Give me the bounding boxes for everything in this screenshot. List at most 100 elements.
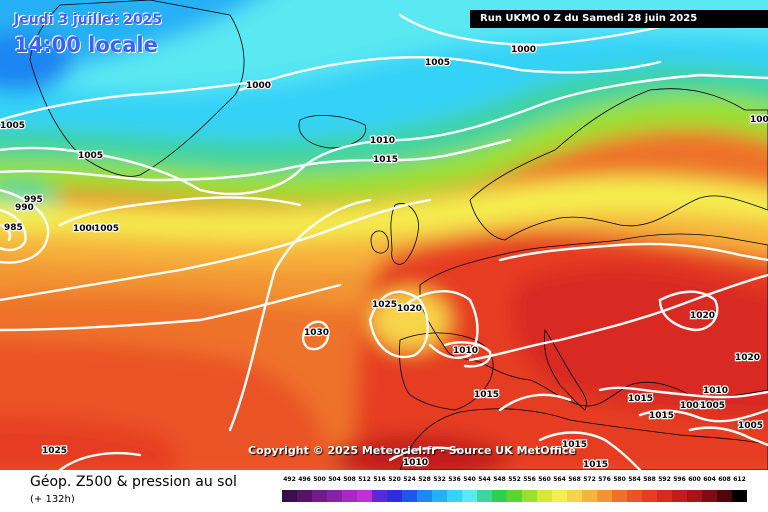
isobar-label: 1005	[0, 121, 25, 131]
isobar-label: 1020	[397, 304, 422, 314]
legend-swatch	[327, 490, 342, 502]
legend-tick-label: 540	[463, 476, 476, 483]
legend-swatch	[717, 490, 732, 502]
isobar-label: 1030	[304, 328, 329, 338]
legend-swatch	[492, 490, 507, 502]
isobar-label: 1015	[628, 394, 653, 404]
coastlines	[29, 0, 768, 470]
legend-tick-label: 548	[493, 476, 506, 483]
legend-tick-label: 504	[328, 476, 341, 483]
legend-tick-label: 496	[298, 476, 311, 483]
legend-swatch	[597, 490, 612, 502]
legend-swatch	[402, 490, 417, 502]
legend-tick-label: 552	[508, 476, 521, 483]
isobar-label: 1015	[583, 460, 608, 470]
legend-tick-label: 500	[313, 476, 326, 483]
isobar-label: 995	[24, 195, 43, 205]
legend-swatch	[372, 490, 387, 502]
legend-tick-label: 608	[718, 476, 731, 483]
legend-tick-label: 612	[733, 476, 746, 483]
isobar-label: 1005	[425, 58, 450, 68]
map-canvas: 1000 1005 1000 1005 1005 1010 1015 995 9…	[0, 0, 768, 470]
legend-tick-label: 512	[358, 476, 371, 483]
local-time: 14:00 locale	[14, 33, 158, 57]
legend-swatch	[282, 490, 297, 502]
legend-swatch	[657, 490, 672, 502]
isobar-label: 1010	[453, 346, 478, 356]
isobar-label: 1000	[246, 81, 271, 91]
isobar-label-layer: 1000 1005 1000 1005 1005 1010 1015 995 9…	[0, 44, 768, 470]
legend-tick-label: 592	[658, 476, 671, 483]
legend-tick-label: 576	[598, 476, 611, 483]
legend-tick-label: 556	[523, 476, 536, 483]
legend-swatch	[582, 490, 597, 502]
legend-tick-label: 560	[538, 476, 551, 483]
legend-tick-label: 588	[643, 476, 656, 483]
legend-swatch	[477, 490, 492, 502]
legend-swatch	[342, 490, 357, 502]
isobar-label: 1005	[94, 224, 119, 234]
isobar-label: 1015	[373, 155, 398, 165]
legend-tick-label: 532	[433, 476, 446, 483]
legend-tick-label: 536	[448, 476, 461, 483]
isobar-label: 1020	[690, 311, 715, 321]
legend-swatch	[312, 490, 327, 502]
isobar-label: 1000	[511, 45, 536, 55]
legend-swatch	[447, 490, 462, 502]
legend-swatch	[417, 490, 432, 502]
copyright-notice: Copyright © 2025 Meteociel.fr - Source U…	[248, 444, 576, 457]
isobar-label: 1015	[474, 390, 499, 400]
isobar-label: 1005	[750, 115, 768, 125]
legend-tick-label: 604	[703, 476, 716, 483]
footer-bar: Géop. Z500 & pression au sol (+ 132h) 49…	[0, 470, 768, 512]
legend-swatch	[627, 490, 642, 502]
isobar-label: 1000	[73, 224, 98, 234]
valid-date: Jeudi 3 juillet 2025	[14, 12, 163, 28]
legend-swatch	[432, 490, 447, 502]
legend-tick-label: 572	[583, 476, 596, 483]
isobar-label: 1025	[42, 446, 67, 456]
isobar-label: 1010	[703, 386, 728, 396]
isobar-label: 1015	[562, 440, 587, 450]
isobar-label: 1005	[738, 421, 763, 431]
legend-tick-label: 564	[553, 476, 566, 483]
isobar-label: 990	[15, 203, 34, 213]
isobar-label: 1010	[403, 458, 428, 468]
legend-swatch	[567, 490, 582, 502]
legend-swatch	[537, 490, 552, 502]
isobar-label: 1005	[78, 151, 103, 161]
isobar-label: 1010	[370, 136, 395, 146]
legend-swatch	[552, 490, 567, 502]
lead-time: (+ 132h)	[30, 494, 75, 505]
legend-swatch	[612, 490, 627, 502]
legend-swatch	[462, 490, 477, 502]
legend-tick-label: 492	[283, 476, 296, 483]
legend-tick-label: 580	[613, 476, 626, 483]
legend-swatch	[357, 490, 372, 502]
legend-tick-label: 516	[373, 476, 386, 483]
legend-tick-label: 528	[418, 476, 431, 483]
isobar-label: 1025	[372, 300, 397, 310]
weather-map: 1000 1005 1000 1005 1005 1010 1015 995 9…	[0, 0, 768, 470]
legend-swatch	[687, 490, 702, 502]
legend-swatch	[672, 490, 687, 502]
legend-tick-label: 596	[673, 476, 686, 483]
isobar-label: 985	[4, 223, 23, 233]
legend-swatch	[507, 490, 522, 502]
isobar-label: 1005	[680, 401, 705, 411]
run-info: Run UKMO 0 Z du Samedi 28 juin 2025	[470, 10, 768, 28]
legend-swatch	[522, 490, 537, 502]
legend-tick-label: 568	[568, 476, 581, 483]
isobars	[0, 13, 768, 470]
isobar-label: 1005	[700, 401, 725, 411]
geopotential-shading	[0, 0, 768, 470]
legend-swatch	[387, 490, 402, 502]
legend-swatch	[702, 490, 717, 502]
legend-tick-label: 520	[388, 476, 401, 483]
legend-swatch	[297, 490, 312, 502]
legend-swatch	[642, 490, 657, 502]
legend-tick-label: 524	[403, 476, 416, 483]
legend-swatch	[732, 490, 747, 502]
legend-tick-label: 584	[628, 476, 641, 483]
